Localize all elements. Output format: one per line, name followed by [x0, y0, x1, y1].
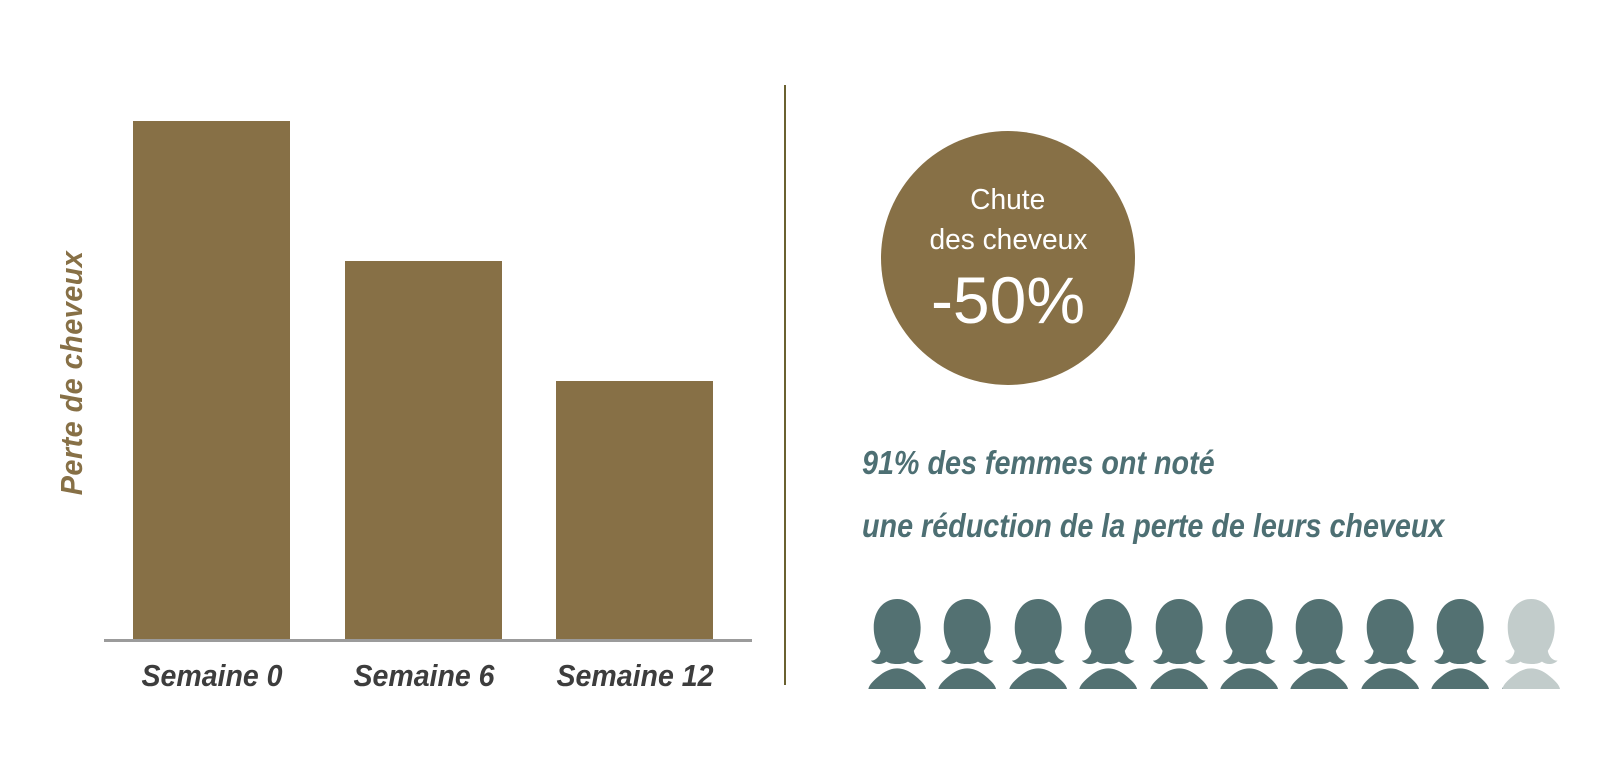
woman-icon-7 — [1290, 599, 1349, 689]
stat-line-1: 91% des femmes ont noté — [862, 444, 1215, 481]
y-axis-label: Perte de cheveux — [54, 250, 89, 496]
badge-line-1: Chute — [970, 184, 1046, 217]
vertical-divider — [784, 85, 786, 685]
x-tick-semaine-0: Semaine 0 — [140, 658, 283, 693]
woman-icon-9 — [1431, 599, 1490, 689]
stat-text: 91% des femmes ont noté une réduction de… — [862, 446, 1531, 542]
women-icons-row — [862, 597, 1566, 689]
bar-semaine-0 — [133, 121, 290, 641]
woman-icon-6 — [1220, 599, 1278, 689]
woman-icon-2 — [938, 599, 997, 689]
hair-fall-badge-circle: Chute des cheveux -50% — [881, 131, 1135, 385]
bar-semaine-12 — [556, 381, 713, 641]
woman-icon-1 — [868, 599, 927, 689]
woman-icon-10 — [1501, 599, 1560, 689]
badge-value: -50% — [930, 263, 1086, 338]
x-axis-line — [104, 639, 752, 642]
stat-line-2: une réduction de la perte de leurs cheve… — [862, 507, 1445, 544]
x-tick-semaine-6: Semaine 6 — [352, 658, 495, 693]
bar-semaine-6 — [345, 261, 502, 641]
badge-line-2: des cheveux — [929, 224, 1087, 257]
woman-icon-3 — [1009, 599, 1067, 689]
woman-icon-4 — [1079, 599, 1138, 689]
woman-icon-8 — [1361, 599, 1419, 689]
x-tick-semaine-12: Semaine 12 — [556, 658, 713, 693]
woman-icon-5 — [1149, 599, 1208, 689]
